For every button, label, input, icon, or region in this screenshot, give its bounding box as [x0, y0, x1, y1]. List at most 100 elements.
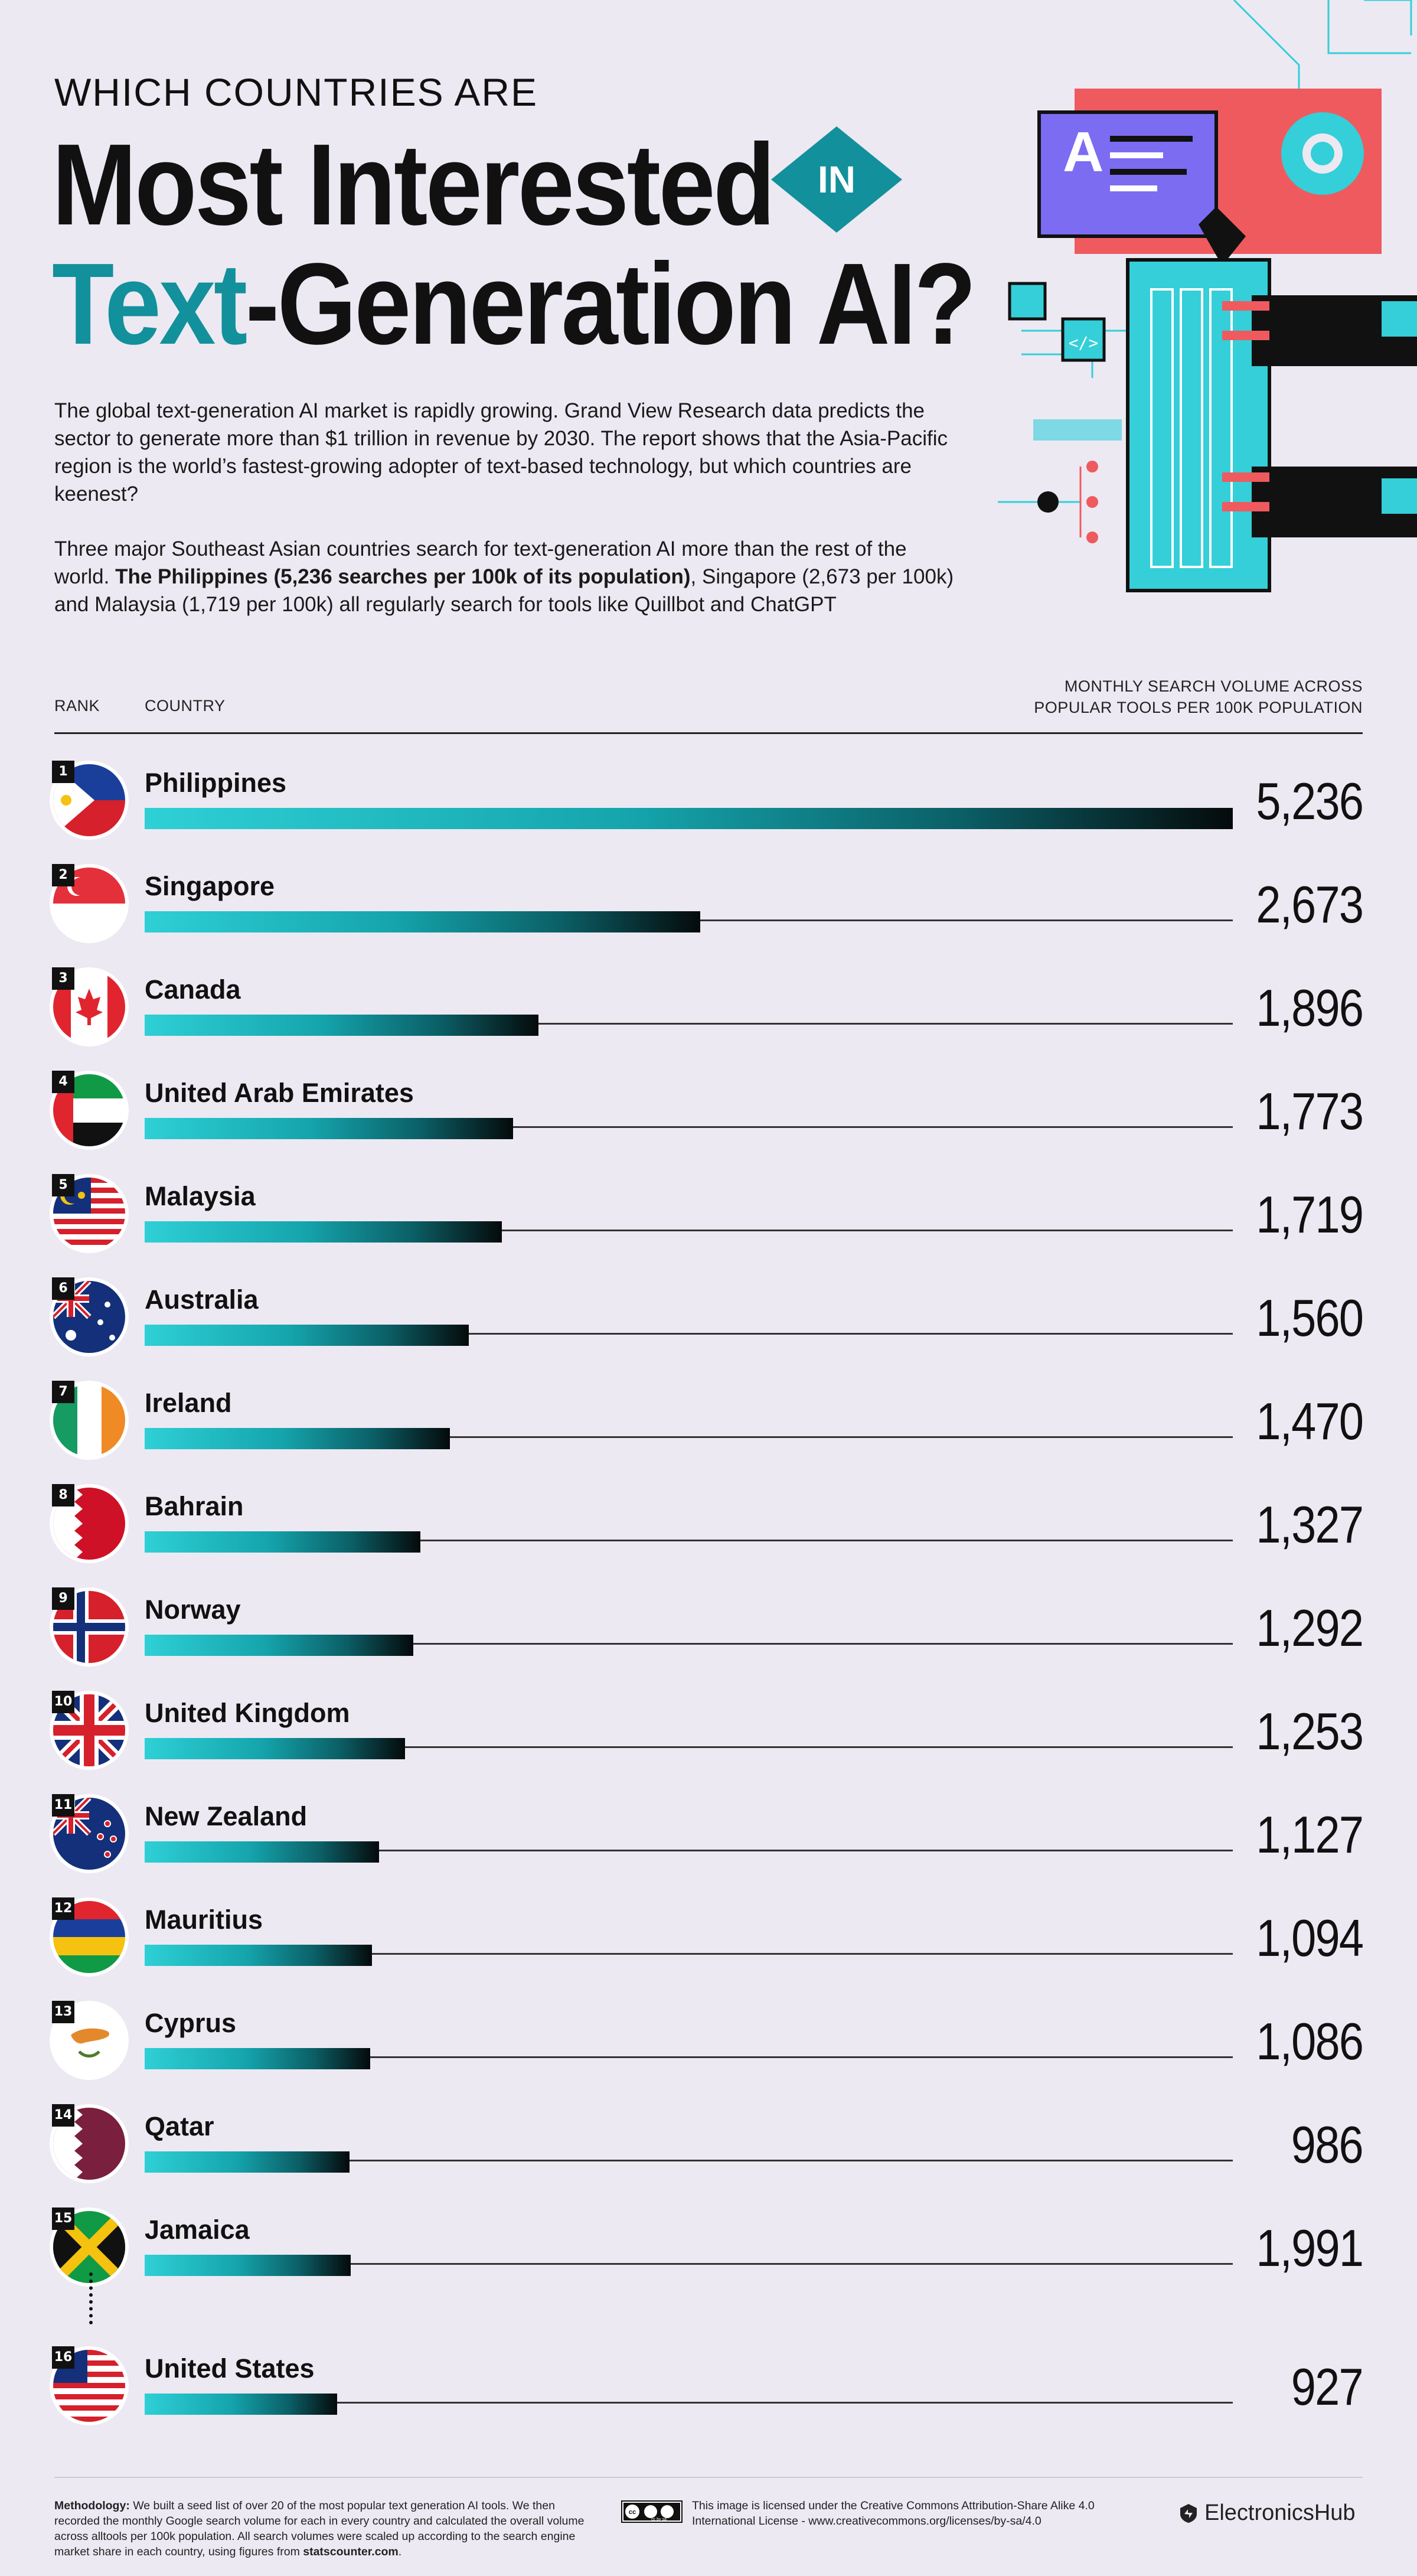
- country-label: Cyprus: [145, 2008, 237, 2038]
- rank-badge: 10: [52, 1691, 74, 1713]
- chart-row: 9 Norway 1,292: [0, 1576, 1417, 1679]
- bar-baseline: [145, 1023, 1233, 1025]
- methodology-label: Methodology:: [54, 2499, 130, 2512]
- chart-row: 11 New Zealand 1,127: [0, 1782, 1417, 1886]
- license-text: This image is licensed under the Creativ…: [692, 2499, 1095, 2528]
- country-label: United Arab Emirates: [145, 1078, 414, 1108]
- value-label: 5,236: [1256, 772, 1364, 830]
- bar-baseline: [145, 1436, 1233, 1438]
- main-title-line1: Most Interested: [52, 120, 775, 249]
- value-label: 927: [1291, 2357, 1364, 2416]
- chart-row: 8 Bahrain 1,327: [0, 1472, 1417, 1576]
- svg-text:A: A: [1063, 120, 1103, 184]
- title-accent-word: Text: [52, 239, 247, 369]
- bar-mark: [145, 2151, 350, 2173]
- value-label: 1,470: [1256, 1392, 1364, 1450]
- value-label: 1,991: [1256, 2219, 1364, 2277]
- creative-commons-badge: cc cc by sa: [621, 2500, 683, 2523]
- bar-mark: [145, 1428, 450, 1449]
- country-label: Bahrain: [145, 1491, 244, 1521]
- kicker-title: WHICH COUNTRIES ARE: [54, 70, 538, 114]
- header-rule: [54, 732, 1363, 734]
- intro-paragraph-1: The global text-generation AI market is …: [54, 399, 948, 506]
- electronicshub-logo-icon: [1180, 2503, 1197, 2523]
- value-label: 1,292: [1256, 1599, 1364, 1657]
- cc-badge-text: cc by sa: [651, 2518, 667, 2522]
- rank-badge: 16: [52, 2346, 74, 2369]
- chart-row: 5 Malaysia 1,719: [0, 1162, 1417, 1266]
- in-diamond-badge: IN: [771, 126, 902, 233]
- rank-badge: 13: [52, 2001, 74, 2023]
- bar-mark: [145, 2255, 351, 2276]
- bar-mark: [145, 911, 700, 932]
- footer-rule: [54, 2477, 1363, 2478]
- bar-mark: [145, 808, 1233, 829]
- value-label: 2,673: [1256, 875, 1364, 934]
- bar-mark: [145, 2394, 337, 2415]
- chart-row: 10 United Kingdom 1,253: [0, 1679, 1417, 1782]
- bar-mark: [145, 1841, 379, 1863]
- methodology-source: statscounter.com: [303, 2545, 399, 2558]
- value-label: 1,127: [1256, 1805, 1364, 1864]
- chart-row: 3 Canada 1,896: [0, 956, 1417, 1059]
- rank-badge: 1: [52, 761, 74, 783]
- intro-p2-start: Three major Southeast Asian countries se…: [54, 537, 907, 588]
- country-label: Norway: [145, 1594, 241, 1625]
- chart-row: 12 Mauritius 1,094: [0, 1886, 1417, 1989]
- rank-badge: 9: [52, 1587, 74, 1610]
- country-label: Malaysia: [145, 1181, 256, 1211]
- column-header-rank: RANK: [54, 697, 100, 715]
- bar-baseline: [145, 1953, 1233, 1955]
- bar-mark: [145, 2048, 370, 2069]
- rank-badge: 4: [52, 1071, 74, 1093]
- brand-name: ElectronicsHub: [1204, 2500, 1356, 2525]
- chart-row: 14 Qatar 986: [0, 2092, 1417, 2196]
- rank-badge: 3: [52, 967, 74, 990]
- rank-badge: 15: [52, 2207, 74, 2230]
- value-label: 1,773: [1256, 1082, 1364, 1140]
- chart-row: 6 Australia 1,560: [0, 1266, 1417, 1369]
- main-title-line2: Text-Generation AI?: [52, 237, 977, 370]
- value-label: 1,719: [1256, 1185, 1364, 1244]
- bar-baseline: [145, 2263, 1233, 2265]
- in-badge-text: IN: [818, 158, 856, 201]
- bar-baseline: [145, 2402, 1233, 2404]
- chart-row: 4 United Arab Emirates 1,773: [0, 1059, 1417, 1162]
- value-label: 1,253: [1256, 1702, 1364, 1760]
- bar-mark: [145, 1738, 405, 1759]
- bar-mark: [145, 1635, 413, 1656]
- country-label: Mauritius: [145, 1905, 263, 1935]
- bar-baseline: [145, 1540, 1233, 1541]
- bar-mark: [145, 1531, 420, 1553]
- value-label: 1,896: [1256, 979, 1364, 1037]
- country-label: Canada: [145, 974, 241, 1005]
- brand-logo: ElectronicsHub: [1180, 2500, 1356, 2526]
- flag-jamaica-icon: [53, 2211, 125, 2283]
- bar-baseline: [145, 1230, 1233, 1231]
- value-label: 1,094: [1256, 1909, 1364, 1967]
- country-label: Qatar: [145, 2111, 214, 2141]
- bar-baseline: [145, 1333, 1233, 1335]
- intro-p2-end: , Singapore (2,673 per 100k) and Malaysi…: [54, 565, 954, 616]
- svg-text:cc: cc: [629, 2509, 636, 2516]
- intro-p2-bold: The Philippines (5,236 searches per 100k…: [115, 565, 691, 588]
- chart-row: 13 Cyprus 1,086: [0, 1989, 1417, 2092]
- bar-baseline: [145, 1643, 1233, 1645]
- value-label: 986: [1291, 2115, 1364, 2174]
- chart-row: 1 Philippines 5,236: [0, 749, 1417, 852]
- value-label: 1,086: [1256, 2012, 1364, 2070]
- ai-robot-illustration: A </>: [998, 0, 1417, 592]
- methodology-note: Methodology: We built a seed list of ove…: [54, 2498, 586, 2559]
- intro-text: The global text-generation AI market is …: [54, 397, 964, 645]
- bar-mark: [145, 1945, 372, 1966]
- methodology-end: .: [398, 2545, 402, 2558]
- column-header-volume-line2: POPULAR TOOLS PER 100K POPULATION: [1034, 699, 1363, 716]
- country-label: Singapore: [145, 871, 275, 901]
- country-label: Jamaica: [145, 2215, 250, 2245]
- country-label: United Kingdom: [145, 1698, 350, 1728]
- bar-baseline: [145, 1746, 1233, 1748]
- chart-row: 2 Singapore 2,673: [0, 852, 1417, 956]
- value-label: 1,560: [1256, 1289, 1364, 1347]
- rank-badge: 12: [52, 1897, 74, 1920]
- bar-mark: [145, 1118, 513, 1139]
